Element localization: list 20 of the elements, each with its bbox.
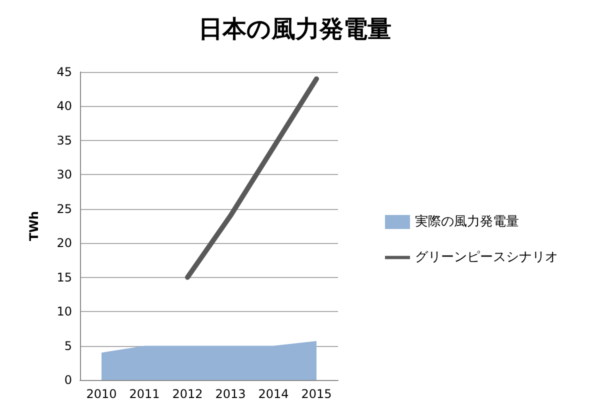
y-tick-label: 35 <box>56 133 72 148</box>
legend-label: 実際の風力発電量 <box>415 214 519 230</box>
y-tick-label: 15 <box>56 270 72 284</box>
x-tick-label: 2011 <box>129 387 160 401</box>
y-tick-label: 0 <box>64 373 72 387</box>
y-tick-label: 45 <box>56 65 72 79</box>
x-tick-label: 2015 <box>301 387 332 401</box>
x-tick-label: 2010 <box>86 387 117 401</box>
y-tick-label: 30 <box>56 168 72 182</box>
x-tick-label: 2014 <box>258 387 289 401</box>
legend-label: グリーンピースシナリオ <box>415 250 558 265</box>
y-tick-label: 25 <box>56 202 72 216</box>
y-tick-label: 40 <box>56 99 72 114</box>
y-tick-label: 10 <box>56 304 72 319</box>
y-axis-title: TWh <box>27 211 41 241</box>
y-tick-label: 20 <box>56 236 72 250</box>
x-tick-label: 2013 <box>215 387 246 401</box>
x-tick-label: 2012 <box>172 387 203 401</box>
y-tick-label: 5 <box>64 338 72 353</box>
chart-title: 日本の風力発電量 <box>198 15 392 43</box>
